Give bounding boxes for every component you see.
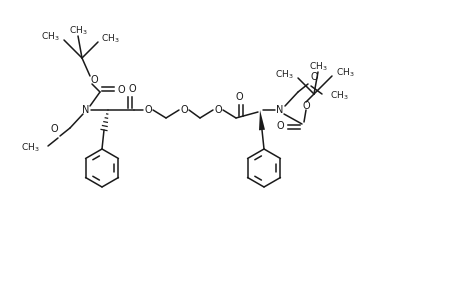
Text: CH$_3$: CH$_3$: [101, 33, 119, 45]
Text: O: O: [276, 121, 283, 131]
Text: N: N: [276, 105, 283, 115]
Text: O: O: [310, 72, 318, 82]
Text: O: O: [235, 92, 242, 102]
Text: CH$_3$: CH$_3$: [68, 25, 87, 37]
Text: CH$_3$: CH$_3$: [41, 31, 60, 43]
Text: O: O: [90, 75, 98, 85]
Text: CH$_3$: CH$_3$: [21, 142, 40, 154]
Text: O: O: [144, 105, 151, 115]
Text: N: N: [82, 105, 90, 115]
Text: CH$_3$: CH$_3$: [308, 61, 327, 73]
Text: O: O: [214, 105, 221, 115]
Polygon shape: [258, 110, 264, 130]
Text: O: O: [128, 84, 135, 94]
Text: O: O: [180, 105, 187, 115]
Text: CH$_3$: CH$_3$: [335, 67, 354, 79]
Text: O: O: [50, 124, 58, 134]
Text: CH$_3$: CH$_3$: [329, 90, 348, 102]
Text: O: O: [118, 85, 125, 95]
Text: CH$_3$: CH$_3$: [275, 69, 293, 81]
Text: O: O: [302, 101, 309, 111]
